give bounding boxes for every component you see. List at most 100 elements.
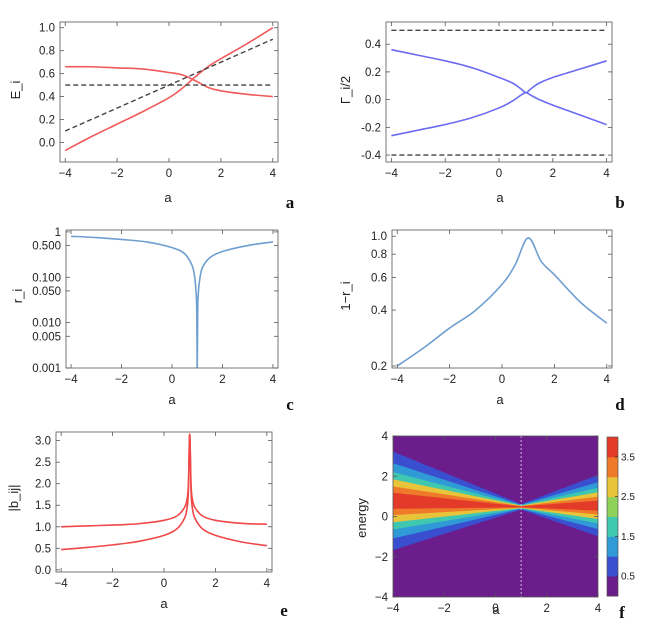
x-axis-label: a: [160, 596, 168, 611]
colorbar-tick-label: 2.5: [621, 492, 635, 503]
series-line-0: [396, 237, 608, 367]
y-tick-label: 0.050: [32, 286, 61, 298]
colorbar-segment: [607, 536, 618, 557]
series-line-0: [65, 65, 273, 98]
colorbar-segment: [607, 496, 618, 517]
x-tick-label: −4: [64, 374, 78, 386]
axes-frame: [55, 431, 273, 573]
y-tick-label: 2.0: [35, 479, 51, 491]
colorbar-frame: [606, 436, 619, 597]
colorbar-segment: [607, 556, 618, 577]
colorbar-segment: [607, 476, 618, 498]
y-tick-label: 3.0: [35, 436, 51, 448]
x-axis-label: a: [496, 392, 504, 407]
series-line-1: [61, 433, 267, 551]
y-tick-label: 0.005: [32, 331, 61, 343]
y-tick-label: 0.0: [365, 95, 381, 107]
colorbar-tick-label: 1.5: [621, 532, 635, 543]
x-tick-label: −4: [391, 374, 405, 386]
colorbar-segment: [607, 516, 618, 537]
x-tick-label: −4: [59, 168, 73, 180]
x-tick-label: −2: [106, 578, 119, 590]
plot-area: [391, 29, 607, 156]
x-tick-label: 4: [270, 168, 277, 180]
axes-frame: [59, 21, 279, 163]
panel-b: −4 −2 0 2 4 -0.4 -0.2 0.0 0.2 0.4 a Γ_i/2b: [338, 21, 625, 212]
y-tick-label: 0.100: [32, 272, 61, 284]
axes-frame: [65, 229, 279, 369]
y-axis-label: r_i: [10, 289, 25, 304]
colorbar-segment: [607, 456, 618, 478]
y-tick-label: 0.8: [371, 249, 387, 261]
y-tick-label: 0.010: [32, 318, 61, 330]
x-tick-label: 2: [551, 374, 557, 386]
y-tick-label: 1.0: [39, 23, 55, 35]
x-tick-label: 2: [544, 603, 550, 615]
series-line-0: [71, 235, 274, 368]
series-line-1: [64, 27, 274, 152]
colorbar-segment: [607, 437, 618, 458]
x-tick-label: 0: [499, 374, 505, 386]
y-axis-label: energy: [354, 498, 369, 538]
x-tick-label: −2: [438, 603, 451, 615]
x-tick-label: −4: [55, 578, 69, 590]
series-line-1: [391, 91, 607, 137]
x-tick-label: 4: [264, 578, 271, 590]
x-tick-label: 2: [218, 168, 224, 180]
y-axis-label: 1−r_i: [338, 281, 353, 310]
x-tick-label: −2: [439, 168, 452, 180]
x-axis-label: a: [168, 392, 176, 407]
x-axis-label: a: [496, 190, 504, 205]
panel-label: c: [286, 395, 294, 414]
x-tick-label: 0: [492, 603, 498, 615]
y-tick-label: -0.2: [361, 122, 381, 134]
plot-area: [61, 433, 267, 551]
y-tick-label: 0.0: [39, 137, 55, 149]
x-tick-label: 0: [166, 168, 172, 180]
x-tick-label: −2: [115, 374, 128, 386]
y-tick-label: 0.4: [371, 305, 388, 317]
y-tick-label: 2: [382, 471, 388, 483]
y-tick-label: 1.0: [371, 231, 387, 243]
panel-f: −4 −2 0 2 4 −4 −2 0 2 4 a energy f 0.5 1.5 2.5 3.5: [354, 431, 635, 622]
y-tick-label: 2.5: [35, 457, 51, 469]
series-line-0: [61, 433, 267, 528]
panel-d: −4 −2 0 2 4 0.2 0.4 0.6 0.8 1.0 a 1−r_id: [338, 229, 625, 414]
panel-label: a: [286, 193, 295, 212]
y-tick-label: 0.0: [35, 565, 51, 577]
heatmap-band-5: [393, 492, 598, 511]
x-tick-label: 4: [270, 374, 277, 386]
panel-label: b: [615, 193, 624, 212]
x-tick-label: 0: [161, 578, 167, 590]
panel-a: −4 −2 0 2 4 0.0 0.2 0.4 0.6 0.8 1.0 a E_ia: [8, 21, 295, 212]
axes-frame: [385, 21, 613, 163]
y-tick-label: 1.0: [35, 522, 51, 534]
panel-e: −4 −2 0 2 4 0.0 0.5 1.0 1.5 2.0 2.5 3.0 a |b_ij|e: [6, 431, 288, 620]
y-tick-label: 0.2: [39, 115, 55, 127]
y-tick-label: 0.4: [365, 39, 382, 51]
y-tick-label: -0.4: [361, 150, 381, 162]
y-tick-label: 1.5: [35, 500, 51, 512]
x-axis-label: a: [164, 190, 172, 205]
x-tick-label: −4: [386, 603, 400, 615]
x-tick-label: 0: [169, 374, 175, 386]
colorbar-tick-label: 3.5: [621, 452, 635, 463]
x-tick-label: −2: [443, 374, 456, 386]
y-tick-label: 0.4: [39, 92, 56, 104]
series-line-0: [391, 48, 607, 94]
y-tick-label: 0.6: [371, 272, 387, 284]
y-tick-label: −2: [375, 552, 388, 564]
panel-label: f: [619, 603, 625, 622]
panel-label: d: [615, 395, 625, 414]
y-tick-label: 0.001: [32, 363, 61, 375]
x-tick-label: −2: [111, 168, 124, 180]
x-tick-label: 2: [212, 578, 218, 590]
y-tick-label: 4: [382, 431, 389, 443]
plot-area: [71, 235, 274, 368]
x-tick-label: 4: [604, 374, 611, 386]
x-tick-label: 4: [595, 603, 602, 615]
y-tick-label: 0.500: [32, 241, 61, 253]
y-tick-label: 0: [382, 512, 388, 524]
y-tick-label: 0.5: [35, 543, 51, 555]
